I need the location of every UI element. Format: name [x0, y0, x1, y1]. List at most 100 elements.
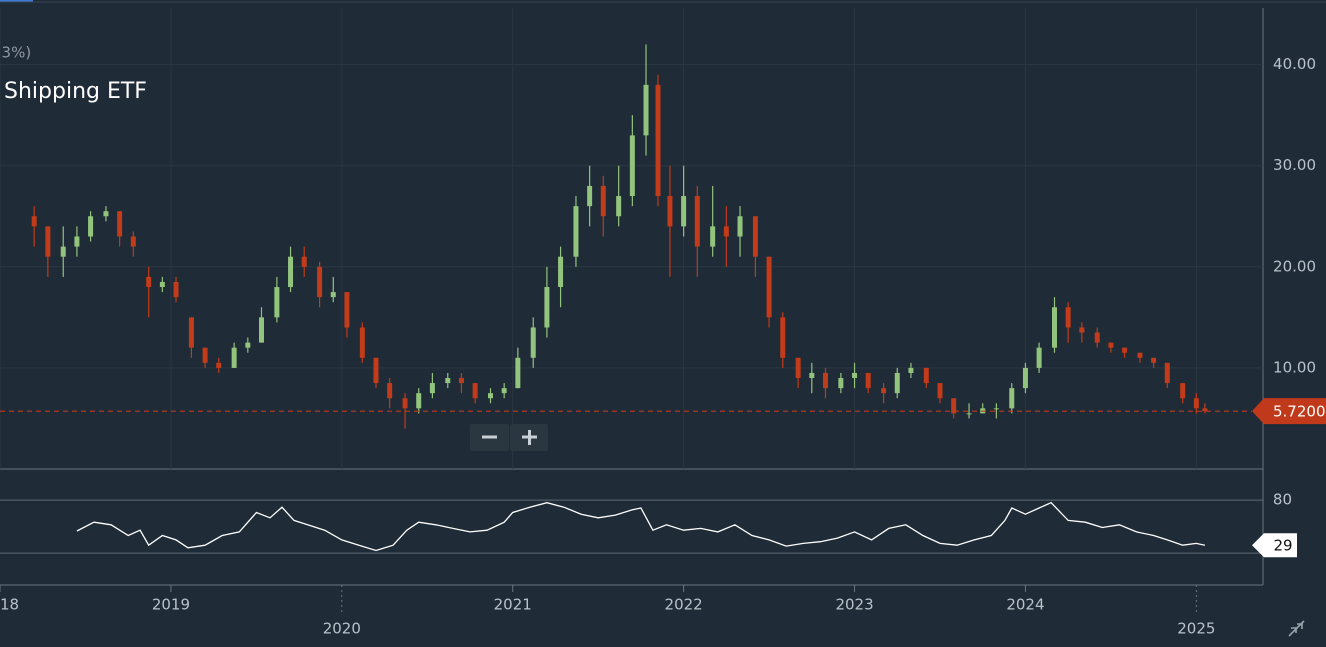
candle-body [1180, 383, 1186, 399]
candles [31, 44, 1208, 429]
candle-body [103, 211, 109, 217]
candle-body [723, 226, 729, 237]
candle-body [1036, 347, 1042, 368]
y-tick-label: 40.00 [1273, 55, 1316, 73]
candle-body [766, 256, 772, 318]
candle-body [1079, 327, 1085, 333]
candle-body [1022, 367, 1028, 389]
candle-body [501, 388, 507, 394]
candle-body [258, 317, 264, 343]
candle-body [780, 317, 786, 358]
candle-body [558, 256, 564, 288]
collapse-icon[interactable] [1288, 620, 1305, 637]
candle-body [710, 226, 716, 247]
candle-body [231, 347, 237, 368]
candle-body [458, 378, 464, 384]
x-tick-label: 2020 [323, 620, 361, 638]
candle-body [515, 357, 521, 389]
candle-body [202, 347, 208, 363]
candle-body [1094, 332, 1100, 343]
candle-body [587, 185, 593, 207]
candle-body [573, 206, 579, 257]
candle-body [1202, 408, 1208, 412]
chart-title: Shipping ETF [4, 79, 147, 104]
icon-arrow [1291, 627, 1297, 633]
candle-body [1065, 307, 1071, 328]
candle-body [752, 216, 758, 257]
candle-body [616, 196, 622, 217]
candle-body [737, 216, 743, 237]
candle-body [795, 357, 801, 379]
candle-body [188, 317, 194, 348]
candle-body [387, 383, 393, 399]
candle-body [1151, 357, 1157, 363]
candle-body [681, 196, 687, 227]
last-value-label: 29 [1273, 537, 1292, 555]
candle-body [822, 372, 828, 389]
candle-body [894, 372, 900, 394]
candle-body [865, 372, 871, 389]
x-tick-label: 2023 [835, 596, 873, 614]
x-tick-label: 2021 [494, 596, 532, 614]
candle-body [643, 84, 649, 136]
y-tick-label: 10.00 [1273, 358, 1316, 376]
candle-body [74, 236, 80, 247]
candle-body [655, 84, 661, 197]
candle-body [966, 413, 972, 415]
candle-body [117, 211, 123, 237]
candle-body [416, 393, 422, 409]
candle-body [1122, 347, 1128, 353]
candle-body [330, 292, 336, 298]
candle-body [344, 292, 350, 328]
candle-body [838, 378, 844, 389]
candle-body [544, 287, 550, 328]
candle-body [359, 327, 365, 358]
zoom-controls [470, 424, 548, 451]
x-tick-label: 2019 [152, 596, 190, 614]
candle-body [130, 236, 136, 247]
candle-body [908, 367, 914, 373]
candle-body [1108, 342, 1114, 348]
subtitle: 53%) [0, 44, 31, 62]
tab-indicator [0, 0, 33, 2]
candle-body [245, 342, 251, 348]
candle-body [216, 362, 222, 368]
candle-body [530, 327, 536, 358]
candle-body [288, 256, 294, 288]
candle-body [951, 398, 957, 414]
candle-body [881, 388, 887, 394]
last-price-tag [1252, 398, 1326, 425]
last-value-tag [1252, 533, 1297, 558]
candle-body [445, 378, 451, 384]
candle-body [923, 367, 929, 384]
candle-body [173, 281, 179, 298]
candle-body [993, 408, 999, 410]
x-tick-label: 2024 [1006, 596, 1044, 614]
candle-body [809, 372, 815, 379]
candle-body [1164, 362, 1170, 384]
candle-body [373, 357, 379, 384]
candle-body [852, 372, 858, 379]
x-tick-label: 2018 [0, 596, 19, 614]
candle-body [488, 393, 494, 399]
icon-arrow [1297, 623, 1303, 629]
x-tick-label: 2025 [1177, 620, 1215, 638]
candle-body [629, 135, 635, 197]
candle-body [1051, 307, 1057, 348]
candle-body [937, 383, 943, 399]
candle-body [146, 276, 152, 288]
candle-body [694, 196, 700, 247]
candle-body [667, 196, 673, 227]
y-tick-label: 20.00 [1273, 257, 1316, 275]
x-tick-label: 2022 [665, 596, 703, 614]
candle-body [402, 398, 408, 409]
candle-body [600, 185, 606, 217]
candle-body [1009, 388, 1015, 409]
candle-body [1137, 352, 1143, 358]
candle-body [60, 246, 66, 257]
candle-body [429, 383, 435, 394]
y-tick-label: 80 [1273, 491, 1292, 509]
